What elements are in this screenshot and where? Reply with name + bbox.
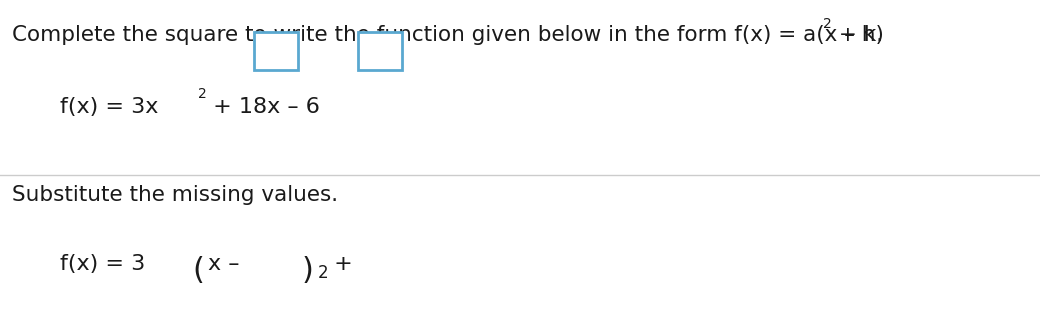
Bar bbox=[358, 32, 402, 70]
Text: f(x) = 3: f(x) = 3 bbox=[60, 254, 146, 274]
Text: + k.: + k. bbox=[832, 25, 883, 45]
Text: 2: 2 bbox=[823, 17, 832, 31]
Text: 2: 2 bbox=[318, 264, 329, 282]
Text: x –: x – bbox=[208, 254, 246, 274]
Text: +: + bbox=[327, 254, 360, 274]
Text: 2: 2 bbox=[198, 87, 207, 101]
Text: Substitute the missing values.: Substitute the missing values. bbox=[12, 185, 338, 205]
Text: f(x) = 3x: f(x) = 3x bbox=[60, 97, 158, 117]
Text: Complete the square to write the function given below in the form f(x) = a(x – h: Complete the square to write the functio… bbox=[12, 25, 884, 45]
Bar bbox=[254, 32, 298, 70]
Text: ): ) bbox=[302, 256, 314, 285]
Text: (: ( bbox=[192, 256, 204, 285]
Text: + 18x – 6: + 18x – 6 bbox=[206, 97, 320, 117]
